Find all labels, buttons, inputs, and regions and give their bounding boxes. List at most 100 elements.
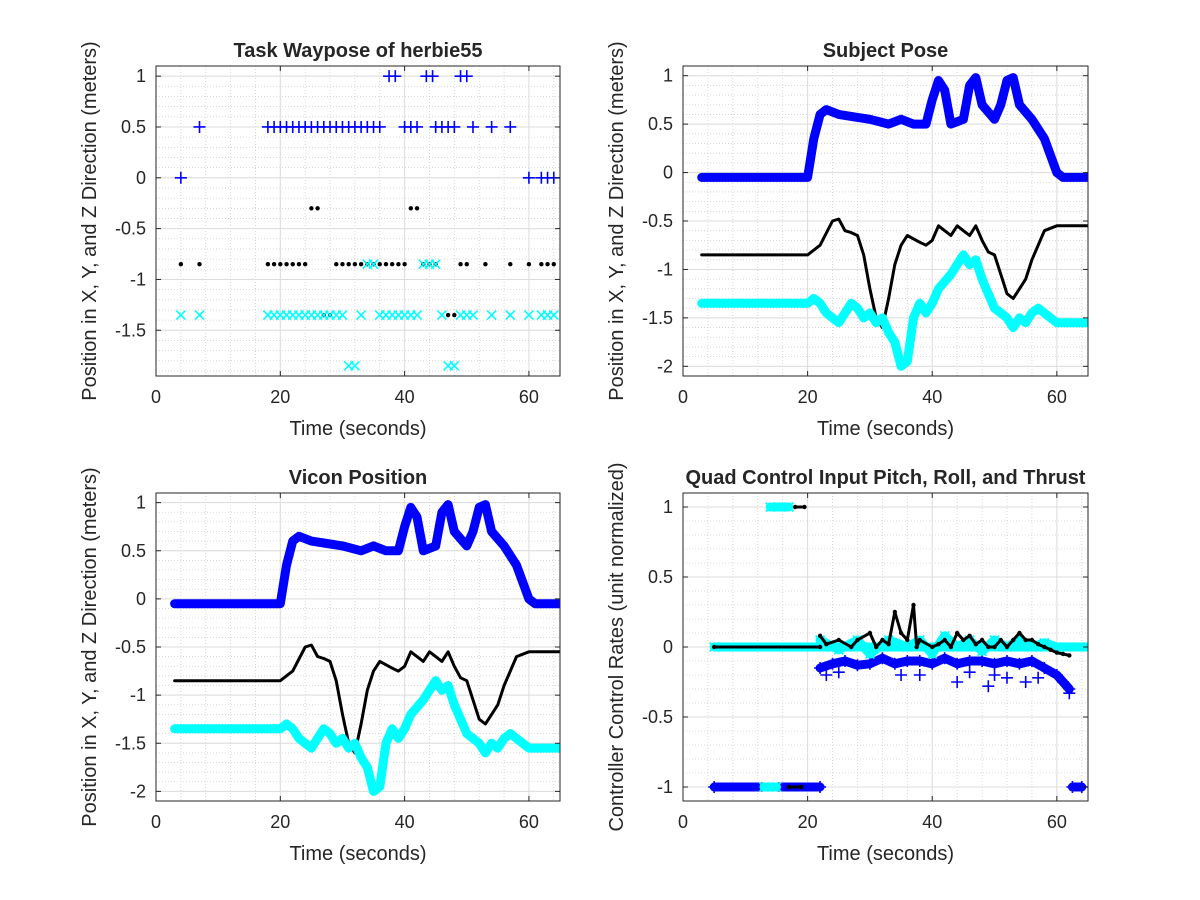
series-3 (170, 676, 560, 796)
data-point (867, 630, 873, 636)
y-tick-label: 0.5 (648, 567, 673, 587)
y-tick-label: 1 (663, 66, 673, 86)
data-point (271, 261, 277, 267)
data-point (917, 637, 922, 643)
ticks: 0 20 40 60 -1.5 -1 -0.5 0 0.5 1 (115, 66, 560, 407)
data-point (539, 261, 544, 267)
series-1 (170, 500, 560, 609)
data-point (194, 309, 205, 321)
data-point (911, 602, 916, 608)
data-point (174, 171, 187, 184)
data-point (278, 261, 283, 267)
x-tick-label: 20 (270, 387, 290, 407)
data-point (1082, 641, 1088, 653)
data-point (977, 646, 988, 657)
x-tick-label: 20 (270, 812, 290, 832)
series-line (700, 217, 1088, 330)
data-point (783, 501, 794, 513)
data-point (411, 309, 423, 321)
data-point (771, 781, 782, 793)
data-point (1035, 642, 1041, 647)
y-tick-label: -1.5 (115, 320, 146, 340)
data-point (976, 655, 989, 667)
data-point (939, 630, 950, 641)
data-point (389, 261, 395, 267)
data-point (402, 261, 407, 267)
data-point (926, 657, 939, 670)
y-tick-label: 0 (136, 589, 146, 609)
chart-title: Subject Pose (823, 40, 949, 62)
data-point (486, 309, 497, 321)
data-point (449, 360, 460, 371)
x-tick-label: 0 (151, 812, 161, 832)
data-point (485, 120, 498, 133)
data-point (839, 655, 851, 667)
data-point (864, 648, 875, 660)
x-axis-label: Time (seconds) (817, 418, 954, 440)
data-point (988, 669, 1001, 681)
data-point (1019, 676, 1032, 688)
data-point (973, 642, 979, 647)
data-point (814, 781, 827, 793)
x-tick-label: 40 (922, 387, 942, 407)
data-point (193, 120, 206, 133)
data-point (349, 360, 360, 371)
data-point (967, 633, 972, 638)
data-point (927, 648, 938, 660)
y-axis-label: Position in X, Y, and Z Direction (meter… (79, 467, 101, 826)
y-tick-label: -0.5 (115, 637, 146, 657)
y-axis-label: Position in X, Y, and Z Direction (meter… (606, 41, 628, 400)
data-point (1026, 641, 1037, 653)
data-point (265, 261, 271, 267)
series-3 (175, 259, 559, 371)
ticks: 0 20 40 60 -1 -0.5 0 0.5 1 (642, 493, 1088, 832)
data-point (1029, 637, 1035, 643)
data-point (873, 644, 879, 650)
data-point (954, 630, 960, 636)
data-point (786, 784, 792, 790)
subplot-2: 0 20 40 60 -2 -1.5 -1 -0.5 0 0.5 1 Subject Pose Time… (606, 40, 1089, 440)
data-point (1004, 644, 1010, 650)
data-point (938, 652, 951, 665)
data-point (824, 642, 829, 647)
data-point (876, 652, 889, 665)
data-point (430, 259, 441, 270)
data-point (799, 784, 804, 790)
y-tick-label: 0.5 (648, 114, 673, 134)
data-point (1042, 644, 1047, 650)
data-point (389, 70, 402, 83)
data-point (356, 309, 367, 321)
y-tick-label: 0.5 (121, 117, 146, 137)
y-tick-label: -1.5 (115, 733, 146, 753)
x-tick-label: 20 (798, 387, 818, 407)
subplot-4: 0 20 40 60 -1 -0.5 0 0.5 1 Quad Control Input Pit… (606, 462, 1089, 865)
data-point (1038, 662, 1051, 674)
series-line (815, 653, 1074, 694)
x-tick-label: 40 (395, 387, 415, 407)
data-point (832, 666, 845, 679)
data-point (992, 644, 997, 650)
plot-area (170, 500, 560, 796)
data-point (963, 655, 976, 667)
y-tick-label: 0 (663, 637, 673, 657)
data-point (855, 637, 860, 643)
data-point (979, 637, 985, 643)
series-line (697, 250, 1088, 371)
y-tick-label: 1 (136, 493, 146, 513)
data-point (334, 261, 339, 267)
data-point (1025, 655, 1038, 667)
data-point (337, 309, 348, 321)
series-2 (173, 643, 560, 755)
data-point (963, 666, 976, 679)
data-point (833, 644, 844, 655)
data-point (888, 657, 901, 670)
axes-box (155, 65, 561, 377)
data-point (880, 637, 885, 643)
y-tick-label: 1 (136, 66, 146, 86)
data-point (1011, 637, 1016, 643)
data-point (905, 637, 910, 643)
data-point (396, 261, 401, 267)
data-point (902, 641, 913, 653)
data-point (352, 261, 358, 267)
chart-title: Task Waypose of herbie55 (234, 40, 483, 62)
